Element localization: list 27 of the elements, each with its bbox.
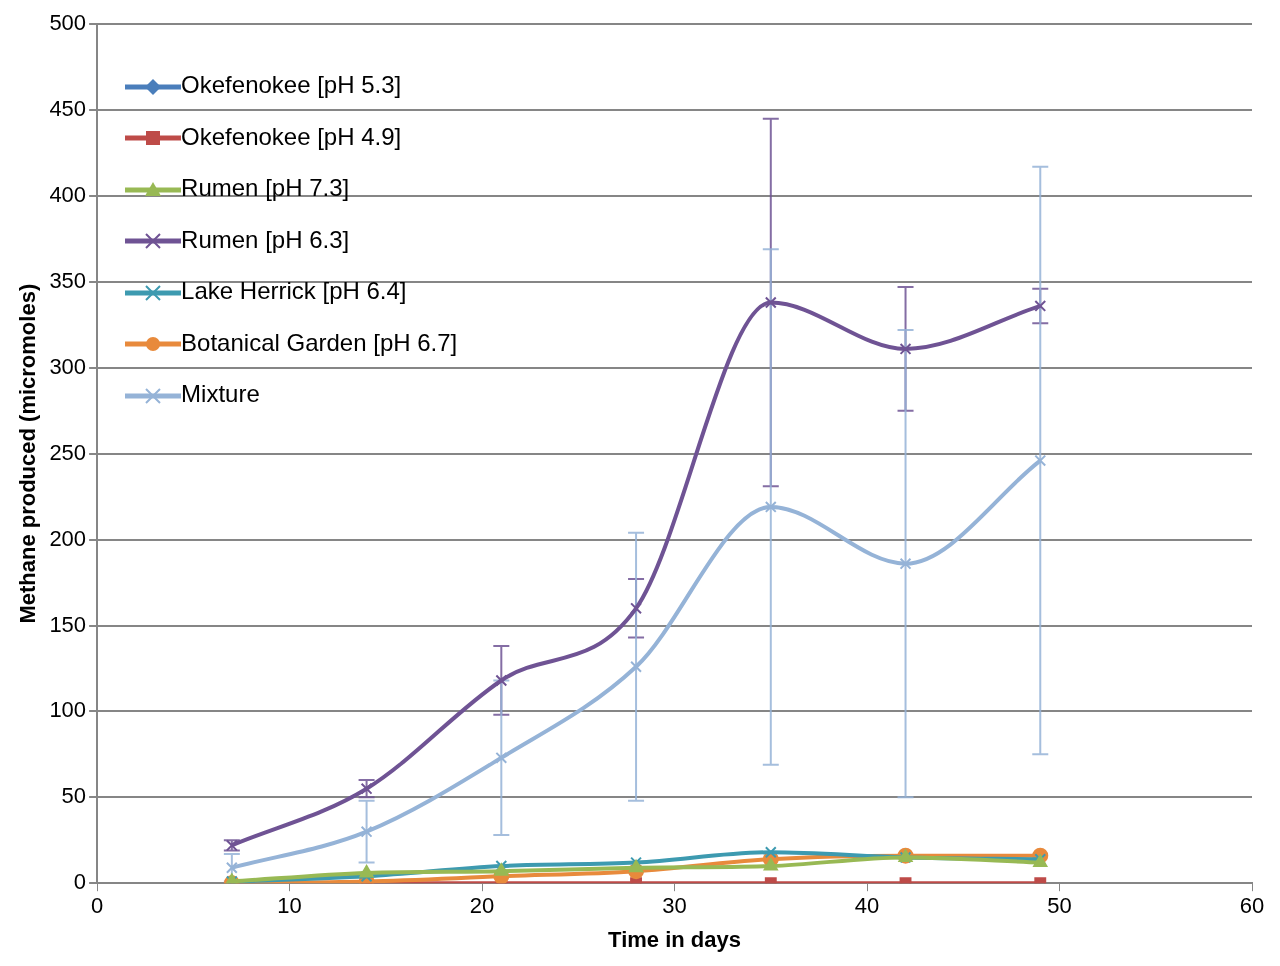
x-tick-label: 50 [1047,893,1072,919]
x-tick-label: 20 [469,893,495,919]
y-tick-label: 350 [49,267,87,293]
y-tick-label: 450 [49,96,87,122]
legend-label: Rumen [pH 7.3] [181,174,350,202]
y-tick-label: 0 [73,869,87,895]
legend-label: Rumen [pH 6.3] [181,225,350,253]
legend-label: Mixture [181,380,260,408]
y-tick-label: 300 [49,353,87,379]
x-tick-label: 30 [662,893,687,919]
x-tick-label: 0 [90,893,104,919]
y-tick-label: 500 [49,10,87,36]
x-tick-label: 10 [277,893,302,919]
x-tick-label: 60 [1239,893,1265,919]
y-axis-title: Methane produced (micromoles) [15,283,41,624]
y-tick-label: 400 [49,182,87,208]
y-tick-label: 150 [49,611,87,637]
y-tick-label: 100 [49,697,87,723]
legend-label: Lake Herrick [pH 6.4] [181,277,407,305]
legend-label: Okefenokee [pH 5.3] [181,71,402,99]
legend-label: Okefenokee [pH 4.9] [181,122,402,150]
legend-label: Botanical Garden [pH 6.7] [181,328,458,356]
y-tick-label: 250 [49,439,87,465]
x-axis-title: Time in days [608,926,741,952]
y-tick-label: 200 [49,525,87,551]
x-tick-label: 40 [854,893,880,919]
y-tick-label: 50 [61,783,87,809]
